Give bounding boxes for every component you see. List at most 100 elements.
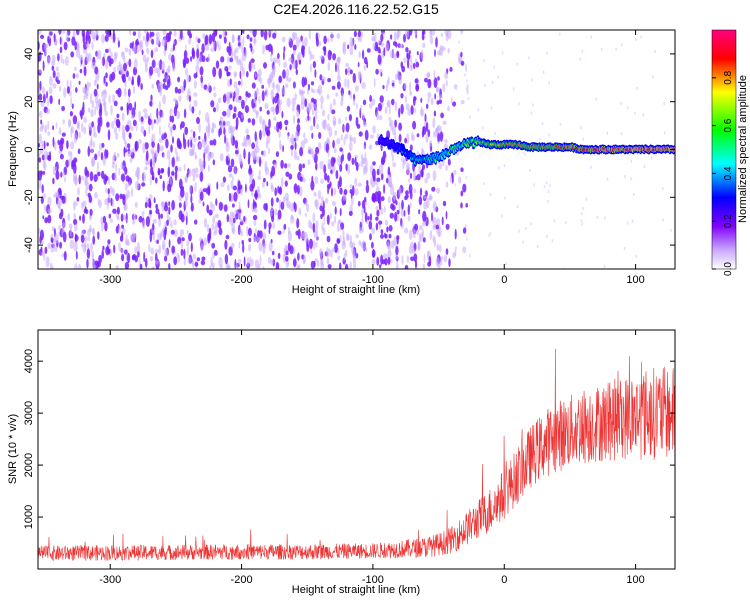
- noise-cell: [423, 195, 427, 200]
- noise-cell: [327, 113, 330, 121]
- noise-cell: [82, 243, 87, 253]
- noise-cell: [372, 125, 376, 134]
- noise-cell: [392, 191, 397, 200]
- noise-cell: [407, 109, 412, 116]
- noise-cell: [108, 94, 111, 104]
- noise-cell: [352, 252, 355, 264]
- noise-speckle: [529, 168, 531, 172]
- noise-cell: [226, 108, 231, 118]
- noise-cell: [380, 173, 384, 181]
- noise-cell: [258, 96, 261, 104]
- noise-cell: [298, 88, 301, 95]
- noise-cell: [286, 97, 291, 108]
- noise-cell: [380, 229, 384, 235]
- noise-cell: [282, 69, 286, 79]
- noise-cell: [175, 152, 179, 162]
- noise-cell: [358, 227, 363, 234]
- noise-cell: [252, 30, 257, 38]
- noise-cell: [201, 55, 206, 63]
- noise-cell: [151, 150, 156, 161]
- noise-cell: [60, 171, 63, 178]
- noise-cell: [141, 171, 146, 183]
- noise-cell: [120, 213, 124, 222]
- noise-cell: [211, 203, 215, 212]
- noise-cell: [91, 41, 94, 51]
- noise-cell: [420, 169, 424, 178]
- noise-cell: [126, 190, 131, 199]
- noise-cell: [68, 223, 73, 229]
- noise-cell: [104, 106, 107, 112]
- noise-speckle: [465, 87, 468, 91]
- noise-cell: [122, 129, 126, 140]
- noise-cell: [370, 176, 373, 186]
- noise-cell: [404, 82, 407, 90]
- noise-cell: [380, 207, 384, 215]
- noise-cell: [460, 60, 465, 66]
- noise-cell: [266, 30, 269, 35]
- noise-cell: [215, 198, 218, 206]
- noise-cell: [289, 63, 292, 71]
- noise-cell: [304, 36, 308, 47]
- noise-cell: [272, 57, 277, 64]
- noise-cell: [285, 75, 288, 81]
- noise-cell: [460, 51, 463, 58]
- noise-cell: [351, 244, 354, 254]
- noise-cell: [458, 176, 462, 184]
- noise-cell: [39, 235, 42, 244]
- noise-cell: [462, 227, 467, 234]
- noise-cell: [115, 118, 121, 128]
- noise-cell: [262, 266, 265, 269]
- noise-cell: [347, 44, 350, 50]
- noise-cell: [343, 253, 346, 261]
- noise-cell: [305, 116, 309, 123]
- noise-cell: [237, 180, 241, 191]
- noise-cell: [203, 152, 206, 161]
- noise-cell: [405, 190, 409, 196]
- noise-cell: [42, 170, 46, 175]
- noise-cell: [67, 213, 71, 222]
- noise-cell: [62, 30, 66, 34]
- noise-cell: [323, 35, 327, 45]
- noise-cell: [416, 174, 421, 181]
- noise-cell: [295, 130, 299, 142]
- noise-cell: [277, 230, 282, 235]
- noise-speckle: [651, 156, 653, 160]
- noise-cell: [192, 131, 196, 139]
- noise-cell: [248, 167, 253, 175]
- noise-cell: [401, 254, 404, 265]
- noise-cell: [216, 102, 219, 112]
- noise-cell: [193, 73, 198, 79]
- noise-cell: [419, 187, 423, 197]
- noise-cell: [251, 142, 256, 150]
- noise-cell: [115, 132, 119, 140]
- noise-cell: [319, 160, 324, 170]
- noise-cell: [275, 84, 278, 89]
- noise-cell: [331, 221, 335, 227]
- noise-cell: [138, 216, 143, 223]
- noise-speckle: [643, 165, 646, 168]
- noise-cell: [92, 141, 96, 148]
- noise-cell: [143, 30, 148, 34]
- noise-cell: [309, 116, 312, 121]
- noise-cell: [62, 58, 65, 65]
- noise-cell: [183, 248, 186, 260]
- noise-cell: [201, 161, 204, 167]
- noise-cell: [128, 102, 133, 111]
- noise-cell: [238, 42, 241, 47]
- noise-cell: [250, 58, 255, 64]
- noise-cell: [352, 185, 355, 197]
- noise-speckle: [603, 264, 606, 268]
- noise-cell: [244, 105, 250, 114]
- noise-cell: [122, 227, 126, 235]
- noise-cell: [243, 256, 246, 267]
- noise-cell: [285, 255, 289, 262]
- noise-cell: [162, 82, 166, 90]
- noise-speckle: [565, 221, 567, 224]
- noise-speckle: [547, 190, 550, 194]
- noise-cell: [168, 158, 171, 170]
- noise-cell: [185, 44, 187, 51]
- noise-cell: [39, 80, 42, 91]
- noise-cell: [292, 44, 297, 51]
- noise-cell: [373, 77, 376, 88]
- noise-cell: [296, 184, 300, 195]
